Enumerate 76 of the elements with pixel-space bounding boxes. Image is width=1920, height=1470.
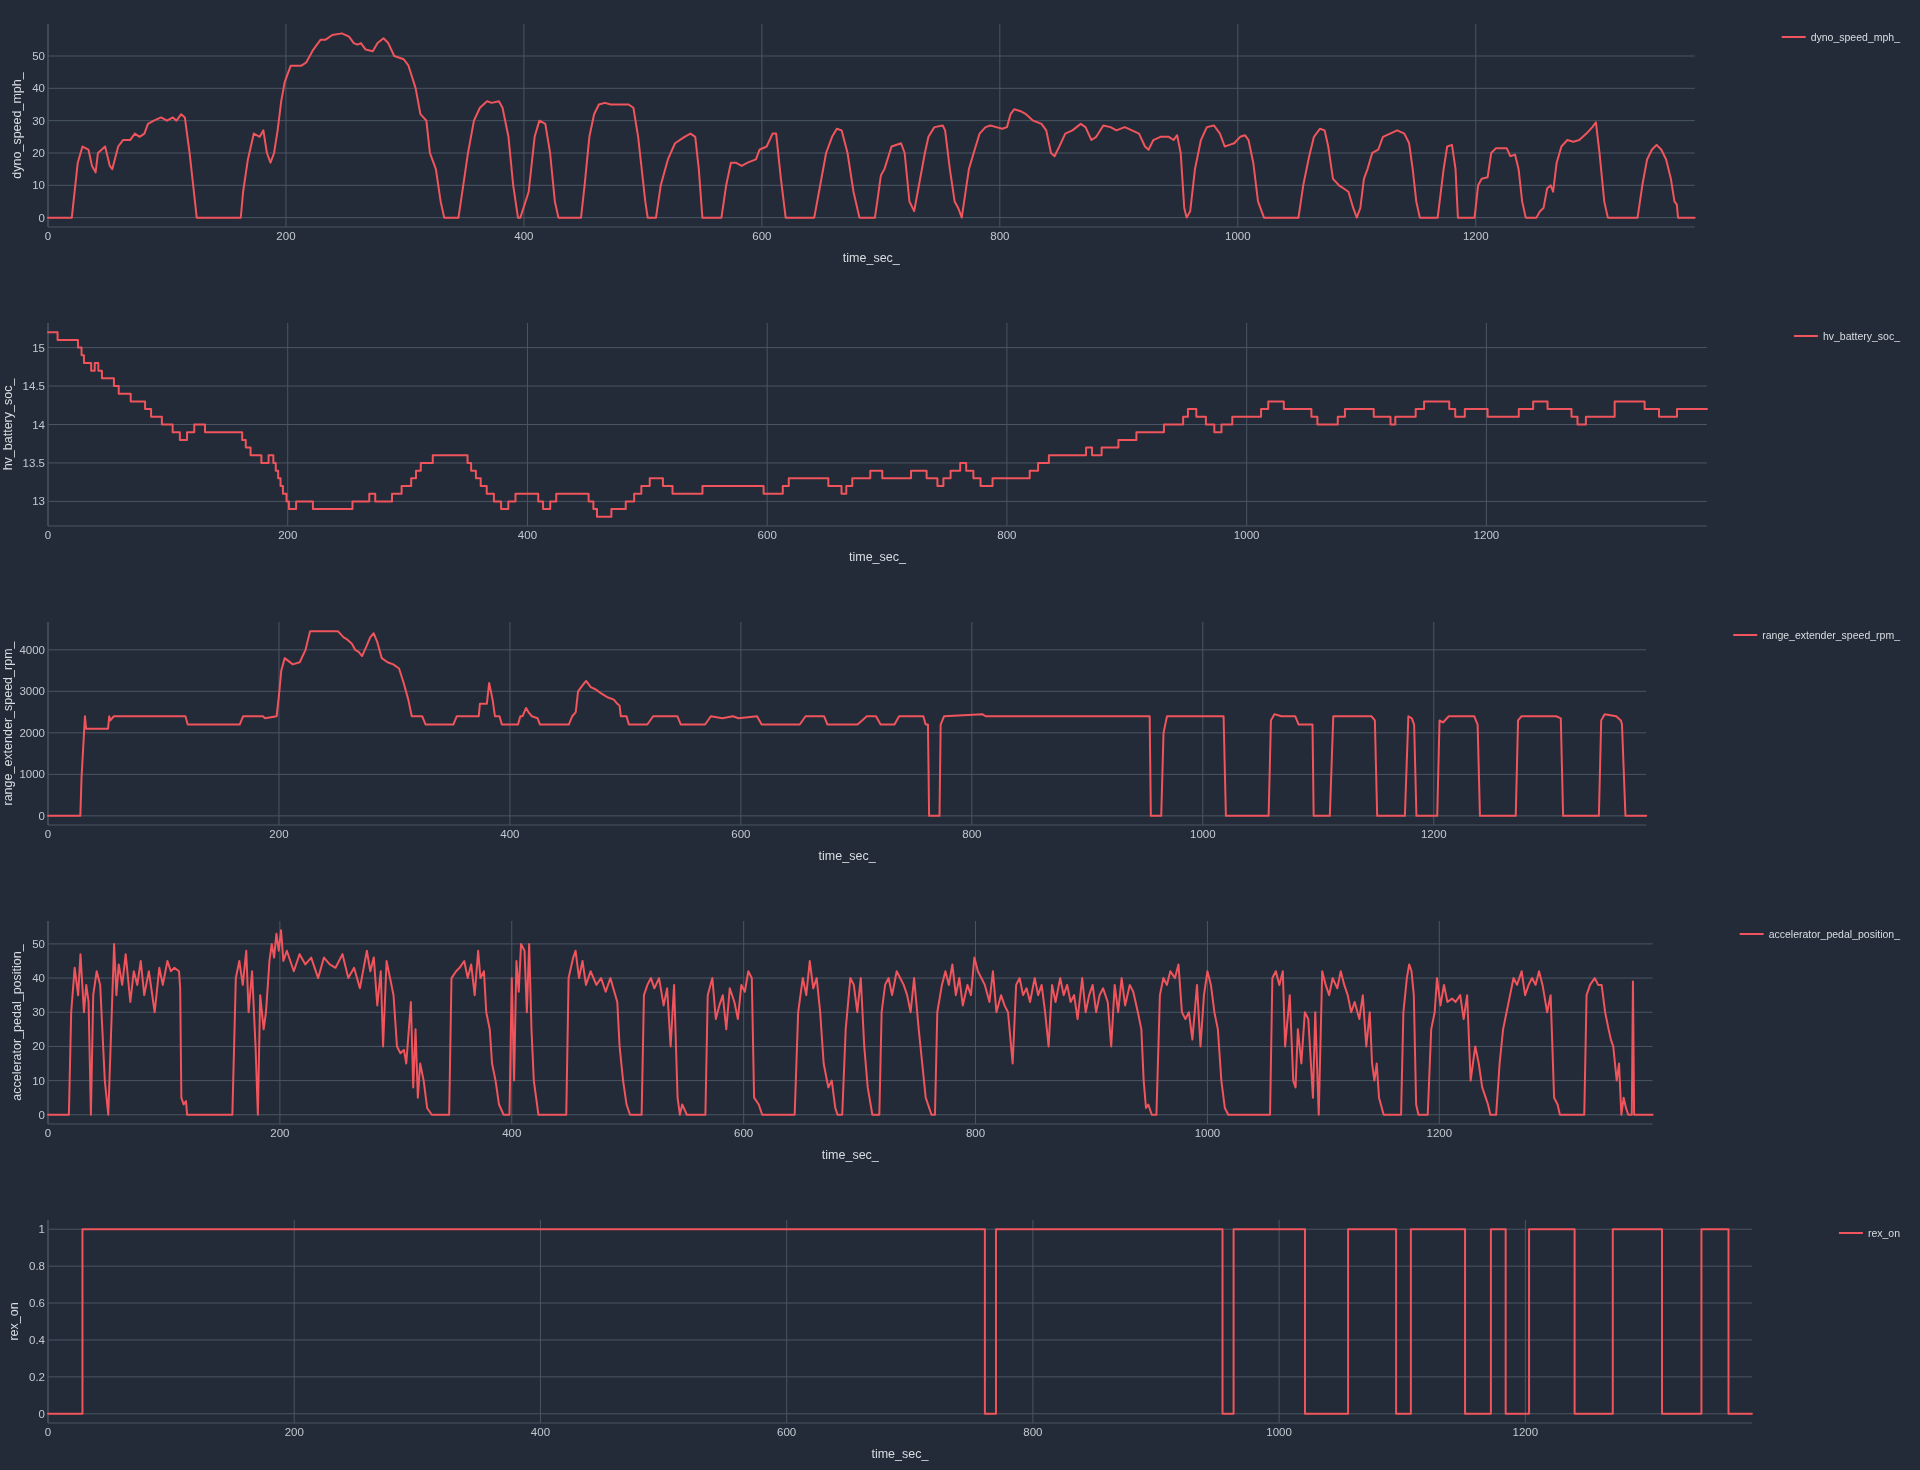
y-tick-label: 2000 bbox=[19, 726, 45, 739]
legend-label: dyno_speed_mph_ bbox=[1810, 31, 1901, 43]
x-tick-label: 1200 bbox=[1512, 1426, 1539, 1438]
y-tick-label: 0 bbox=[38, 211, 45, 224]
y-tick-label: 0.2 bbox=[29, 1370, 45, 1383]
x-tick-label: 1000 bbox=[1266, 1426, 1292, 1438]
x-tick-label: 800 bbox=[1023, 1426, 1043, 1438]
x-tick-label: 1200 bbox=[1473, 529, 1500, 541]
x-tick-label: 1200 bbox=[1426, 1127, 1453, 1139]
y-tick-label: 15 bbox=[32, 341, 45, 354]
y-tick-label: 0.6 bbox=[29, 1297, 45, 1310]
x-tick-label: 1200 bbox=[1462, 230, 1489, 242]
y-tick-label: 0 bbox=[38, 809, 45, 822]
y-tick-label: 14.5 bbox=[22, 380, 45, 393]
x-tick-label: 600 bbox=[757, 529, 777, 541]
y-tick-label: 20 bbox=[32, 1040, 45, 1053]
x-tick-label: 800 bbox=[997, 529, 1017, 541]
x-axis-title: time_sec_ bbox=[821, 1148, 880, 1162]
x-tick-label: 800 bbox=[962, 828, 982, 840]
y-axis-title: range_extender_speed_rpm_ bbox=[1, 640, 15, 806]
y-tick-label: 30 bbox=[32, 1006, 45, 1019]
line-series bbox=[47, 32, 1696, 219]
y-tick-label: 4000 bbox=[19, 643, 45, 656]
x-tick-label: 800 bbox=[990, 230, 1010, 242]
y-tick-label: 0 bbox=[38, 1108, 45, 1121]
y-tick-label: 0.4 bbox=[29, 1333, 46, 1346]
x-axis-title: time_sec_ bbox=[848, 550, 907, 564]
x-tick-label: 600 bbox=[731, 828, 751, 840]
legend-label: hv_battery_soc_ bbox=[1822, 330, 1901, 342]
x-tick-label: 400 bbox=[517, 529, 538, 541]
legend-label: range_extender_speed_rpm_ bbox=[1762, 629, 1901, 641]
x-tick-label: 400 bbox=[514, 230, 534, 242]
x-tick-label: 600 bbox=[777, 1426, 797, 1438]
x-tick-label: 600 bbox=[734, 1127, 754, 1139]
legend-label: rex_on bbox=[1867, 1227, 1901, 1239]
y-axis-title: rex_on bbox=[7, 1302, 22, 1341]
x-axis-title: time_sec_ bbox=[871, 1447, 930, 1461]
y-tick-label: 10 bbox=[32, 1074, 45, 1087]
x-axis-title: time_sec_ bbox=[818, 849, 877, 863]
y-tick-label: 40 bbox=[32, 972, 45, 985]
x-tick-label: 1000 bbox=[1225, 230, 1251, 242]
x-tick-label: 600 bbox=[752, 230, 772, 242]
y-axis-title: dyno_speed_mph_ bbox=[10, 71, 25, 179]
x-tick-label: 200 bbox=[270, 1127, 290, 1139]
x-tick-label: 1000 bbox=[1190, 828, 1216, 840]
x-tick-label: 1200 bbox=[1420, 828, 1447, 840]
x-tick-label: 200 bbox=[269, 828, 289, 840]
y-tick-label: 50 bbox=[32, 937, 45, 950]
line-series bbox=[47, 929, 1654, 1116]
x-tick-label: 400 bbox=[530, 1426, 551, 1438]
y-tick-label: 20 bbox=[32, 146, 45, 159]
x-tick-label: 800 bbox=[965, 1127, 986, 1139]
x-tick-label: 400 bbox=[500, 828, 520, 840]
x-axis-title: time_sec_ bbox=[842, 251, 901, 265]
y-tick-label: 13.5 bbox=[22, 456, 45, 469]
y-axis-title: accelerator_pedal_position_ bbox=[10, 943, 25, 1101]
y-tick-label: 1000 bbox=[19, 768, 45, 781]
y-tick-label: 30 bbox=[32, 114, 45, 127]
x-tick-label: 200 bbox=[278, 529, 298, 541]
y-tick-label: 10 bbox=[32, 179, 45, 192]
y-tick-label: 13 bbox=[32, 495, 45, 508]
line-series bbox=[47, 630, 1648, 817]
y-tick-label: 3000 bbox=[19, 685, 45, 698]
y-axis-title: hv_battery_soc_ bbox=[1, 377, 15, 471]
y-tick-label: 0 bbox=[38, 1407, 45, 1420]
y-tick-label: 1 bbox=[38, 1223, 45, 1236]
y-tick-label: 14 bbox=[32, 418, 46, 431]
x-tick-label: 1000 bbox=[1194, 1127, 1221, 1139]
legend-label: accelerator_pedal_position_ bbox=[1768, 928, 1901, 940]
x-tick-label: 200 bbox=[276, 230, 296, 242]
x-tick-label: 200 bbox=[284, 1426, 304, 1438]
x-tick-label: 1000 bbox=[1233, 529, 1260, 541]
y-tick-label: 50 bbox=[32, 50, 45, 62]
x-tick-label: 400 bbox=[502, 1127, 522, 1139]
y-tick-label: 0.8 bbox=[29, 1260, 45, 1273]
y-tick-label: 40 bbox=[32, 82, 45, 95]
